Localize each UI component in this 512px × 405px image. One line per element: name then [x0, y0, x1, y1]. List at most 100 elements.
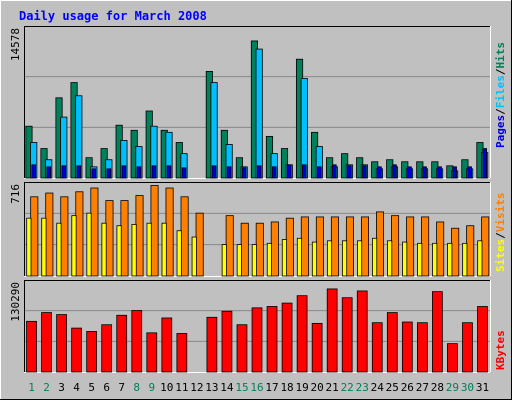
- visits-bar: [225, 215, 234, 277]
- kbytes-bar-face: [401, 321, 413, 373]
- kbytes-bar-face: [432, 291, 443, 373]
- visits-bar: [180, 196, 189, 277]
- hits-ymax-label: 14578: [9, 28, 22, 61]
- kbytes-bar-face: [131, 310, 143, 373]
- kbytes-bar: [176, 333, 188, 373]
- sites-bar-face: [176, 230, 182, 277]
- pages-bar-face: [301, 164, 307, 179]
- pages-bar-face: [91, 168, 97, 179]
- kbytes-bar-face: [116, 314, 128, 373]
- day-label: 25: [386, 381, 399, 394]
- kbytes-bar-face: [41, 312, 52, 373]
- sites-bar-face: [357, 240, 363, 277]
- day-label: 2: [43, 381, 50, 394]
- day-label: 30: [461, 381, 474, 394]
- pages-bar: [46, 166, 52, 179]
- kbytes-bar: [26, 320, 37, 373]
- legend-visits: Visits: [494, 193, 507, 233]
- hits-bar: [280, 148, 289, 179]
- visits-bar: [376, 211, 385, 277]
- pages-bar-face: [362, 165, 367, 179]
- visits-bar: [406, 216, 415, 277]
- sites-bar: [357, 240, 363, 277]
- visits-bar-face: [330, 216, 339, 277]
- pages-bar-face: [437, 166, 442, 179]
- kbytes-bar-face: [447, 343, 458, 373]
- hits-legend-separator: /: [494, 68, 507, 75]
- sites-bar: [266, 242, 272, 277]
- kbytes-bar: [56, 314, 67, 373]
- kbytes-bar-face: [251, 307, 263, 373]
- visits-bar-face: [30, 196, 39, 277]
- visits-bar: [360, 216, 369, 277]
- kbytes-bar: [221, 310, 233, 373]
- sites-bar: [161, 222, 167, 277]
- chart-panels: [24, 26, 491, 373]
- sites-bar: [176, 230, 182, 277]
- sites-bar-face: [296, 237, 303, 277]
- visits-bar: [270, 221, 279, 277]
- sites-bar-face: [146, 222, 152, 277]
- visits-bar-face: [75, 191, 84, 277]
- kbytes-bar: [101, 324, 113, 373]
- kbytes-bar: [251, 307, 263, 373]
- day-label: 13: [205, 381, 218, 394]
- kbytes-bar-face: [236, 324, 248, 373]
- pages-bar: [106, 168, 112, 179]
- kbytes-bar-face: [146, 332, 158, 373]
- kbytes-bar-face: [206, 316, 218, 373]
- pages-bar-face: [211, 165, 217, 179]
- visits-bar-face: [466, 225, 475, 277]
- day-label: 16: [250, 381, 263, 394]
- sites-bar-face: [326, 240, 333, 277]
- hits-bar-face: [280, 148, 289, 179]
- pages-bar-face: [256, 165, 262, 179]
- kbytes-bar: [311, 322, 323, 373]
- files-bar: [300, 78, 308, 179]
- visits-bar-face: [376, 211, 385, 277]
- visits-bar: [30, 196, 39, 277]
- sites-bar: [341, 240, 348, 277]
- visits-bar: [255, 222, 264, 277]
- sites-bar: [56, 222, 62, 277]
- visits-bar-face: [421, 216, 430, 277]
- pages-bar: [301, 164, 307, 179]
- visits-panel: [24, 182, 491, 277]
- pages-bar: [452, 166, 457, 179]
- visits-bar: [105, 200, 114, 277]
- pages-bar-face: [241, 167, 247, 179]
- kbytes-bar-face: [176, 333, 188, 373]
- hits-legend-separator: /: [494, 108, 507, 115]
- sites-bar: [417, 242, 423, 277]
- kbytes-bar: [326, 288, 338, 373]
- visits-bar-face: [45, 192, 54, 277]
- sites-bar: [477, 240, 483, 277]
- pages-bar: [136, 166, 142, 179]
- sites-bar-face: [101, 222, 107, 277]
- pages-bar: [91, 168, 97, 179]
- sites-bar-face: [236, 244, 242, 277]
- pages-bar-face: [76, 165, 82, 179]
- pages-bar-face: [271, 166, 277, 179]
- files-bar-face: [300, 78, 308, 179]
- visits-bar: [45, 192, 54, 277]
- sites-bar-face: [251, 244, 257, 277]
- kbytes-bar: [447, 343, 458, 373]
- kbytes-bar-face: [386, 312, 398, 373]
- hits-legend: Pages/Files/Hits: [494, 42, 507, 148]
- visits-bar-face: [436, 221, 445, 277]
- day-label: 8: [133, 381, 140, 394]
- day-label: 28: [431, 381, 444, 394]
- sites-bar-face: [56, 222, 62, 277]
- pages-bar: [271, 166, 277, 179]
- kbytes-bar-face: [311, 322, 323, 373]
- pages-bar: [422, 166, 427, 179]
- visits-bar-face: [150, 185, 159, 277]
- kbytes-bar: [416, 322, 428, 373]
- pages-bar: [332, 164, 337, 179]
- pages-bar: [347, 165, 352, 179]
- day-label: 6: [103, 381, 110, 394]
- kbytes-bar: [131, 310, 143, 373]
- kbytes-bar: [341, 297, 353, 373]
